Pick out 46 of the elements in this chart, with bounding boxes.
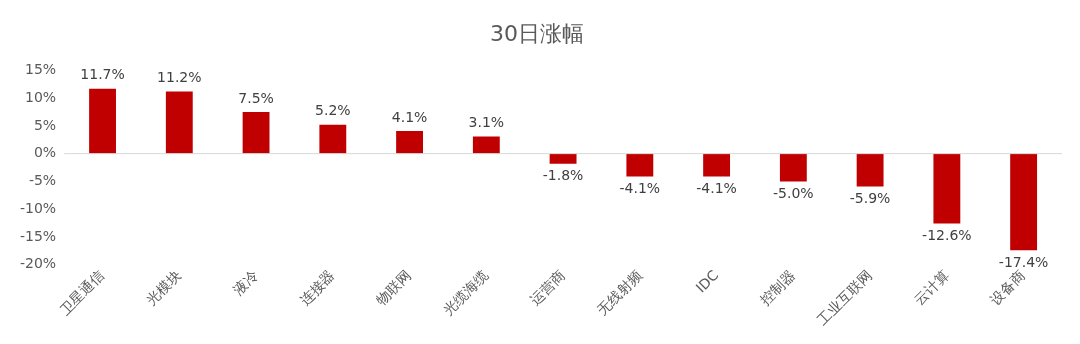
bar — [89, 88, 116, 154]
data-label: 11.7% — [80, 66, 125, 83]
data-label: -5.0% — [773, 185, 814, 202]
x-tick-label: 云计算 — [910, 266, 952, 308]
bar — [626, 153, 654, 177]
y-tick-label: -5% — [28, 172, 57, 189]
bar — [1010, 153, 1038, 251]
data-label: 5.2% — [315, 102, 351, 119]
x-tick-label: 光缆海缆 — [440, 266, 492, 318]
x-tick-label: 物联网 — [373, 266, 415, 308]
x-tick-label: 卫星通信 — [56, 266, 108, 318]
y-tick-label: -10% — [20, 199, 57, 216]
bar — [165, 91, 193, 154]
data-label: 3.1% — [468, 114, 505, 131]
x-tick-label: 无线射频 — [593, 266, 645, 318]
x-tick-label: IDC — [692, 266, 722, 296]
bar — [933, 153, 961, 224]
data-label: 4.1% — [391, 108, 428, 125]
x-tick-label: 运营商 — [526, 266, 568, 308]
bar — [396, 130, 423, 154]
bar — [779, 153, 807, 182]
data-label: -5.9% — [849, 190, 891, 207]
bar — [472, 136, 500, 154]
data-label: -4.1% — [619, 180, 661, 197]
x-tick-label: 连接器 — [296, 266, 338, 308]
bar — [242, 112, 270, 154]
y-tick-label: 10% — [25, 88, 57, 105]
bar — [319, 124, 347, 154]
bar — [703, 153, 731, 177]
y-tick-label: -15% — [20, 227, 57, 244]
y-tick-label: 5% — [33, 116, 57, 133]
data-label: -4.1% — [696, 180, 737, 197]
data-label: 11.2% — [157, 69, 202, 86]
bar — [549, 153, 577, 164]
y-tick-label: -20% — [20, 255, 57, 272]
x-tick-label: 光模块 — [142, 266, 184, 308]
y-tick-label: 15% — [25, 61, 57, 78]
data-label: 7.5% — [238, 89, 274, 106]
x-tick-label: 工业互联网 — [813, 266, 875, 328]
data-label: -1.8% — [542, 167, 584, 184]
data-label: -12.6% — [922, 227, 972, 244]
x-tick-label: 液冷 — [229, 266, 261, 299]
bar — [856, 153, 884, 187]
x-tick-label: 控制器 — [757, 266, 799, 308]
y-tick-label: 0% — [33, 144, 57, 161]
chart-title: 30日涨幅 — [490, 20, 584, 46]
